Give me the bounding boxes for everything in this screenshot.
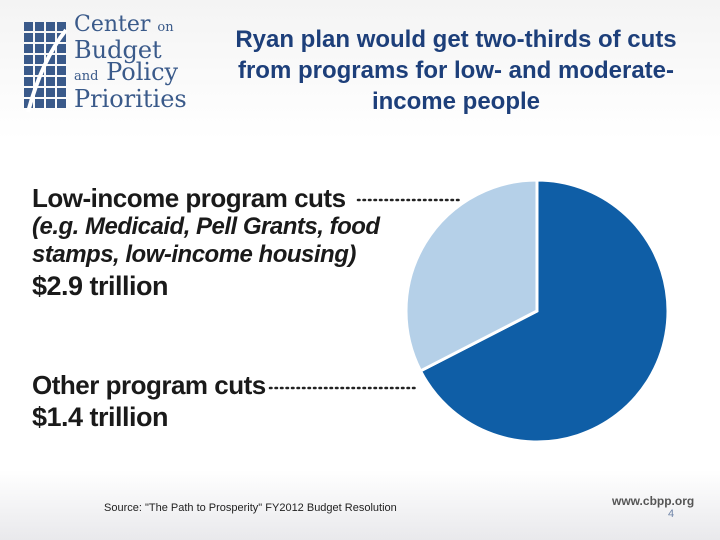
other-value-label: $1.4 trillion: [32, 402, 169, 432]
logo-line-2: Budget: [74, 36, 162, 64]
low-income-series-name: Low-income program cuts: [32, 183, 346, 213]
low-income-examples: (e.g. Medicaid, Pell Grants, food stamps…: [32, 213, 380, 268]
source-note: Source: "The Path to Prosperity" FY2012 …: [104, 502, 397, 514]
other-series-name: Other program cuts: [32, 370, 266, 400]
logo-line-3-small: and: [74, 69, 99, 84]
header-band: [0, 0, 720, 140]
other-program-label: Other program cuts $1.4 trillion: [32, 370, 332, 434]
low-income-label: Low-income program cuts (e.g. Medicaid, …: [32, 183, 412, 303]
logo-wordmark: Center on Budget and Policy Priorities: [74, 12, 214, 113]
cbpp-logo: Center on Budget and Policy Priorities: [22, 14, 202, 124]
pie-slice-low-income: [418, 178, 670, 444]
low-income-value-label: $2.9 trillion: [32, 271, 169, 301]
logo-line-1: Center: [74, 12, 151, 37]
logo-grid-icon: [24, 22, 68, 113]
website-link[interactable]: www.cbpp.org: [612, 494, 695, 508]
footer-band: [0, 470, 720, 540]
slide-title: Ryan plan would get two-thirds of cuts f…: [235, 26, 677, 115]
page-number: 4: [668, 508, 675, 520]
logo-line-1-small: on: [157, 20, 174, 35]
pie-slice-other: [404, 178, 539, 373]
pie-chart: [268, 178, 670, 444]
logo-line-3: Policy: [106, 58, 179, 86]
logo-line-4: Priorities: [74, 85, 187, 113]
